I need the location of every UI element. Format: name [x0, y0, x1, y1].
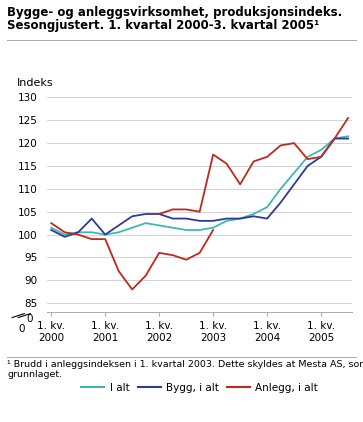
Text: Bygge- og anleggsvirksomhet, produksjonsindeks.: Bygge- og anleggsvirksomhet, produksjons… [7, 6, 343, 19]
Text: 0: 0 [18, 325, 25, 334]
Legend: I alt, Bygg, i alt, Anlegg, i alt: I alt, Bygg, i alt, Anlegg, i alt [77, 379, 322, 397]
Text: ¹ Brudd i anleggsindeksen i 1. kvartal 2003. Dette skyldes at Mesta AS, som er s: ¹ Brudd i anleggsindeksen i 1. kvartal 2… [7, 360, 363, 379]
Text: Indeks: Indeks [17, 78, 53, 89]
Text: Sesongjustert. 1. kvartal 2000-3. kvartal 2005¹: Sesongjustert. 1. kvartal 2000-3. kvarta… [7, 19, 319, 32]
Text: 0: 0 [26, 314, 33, 325]
